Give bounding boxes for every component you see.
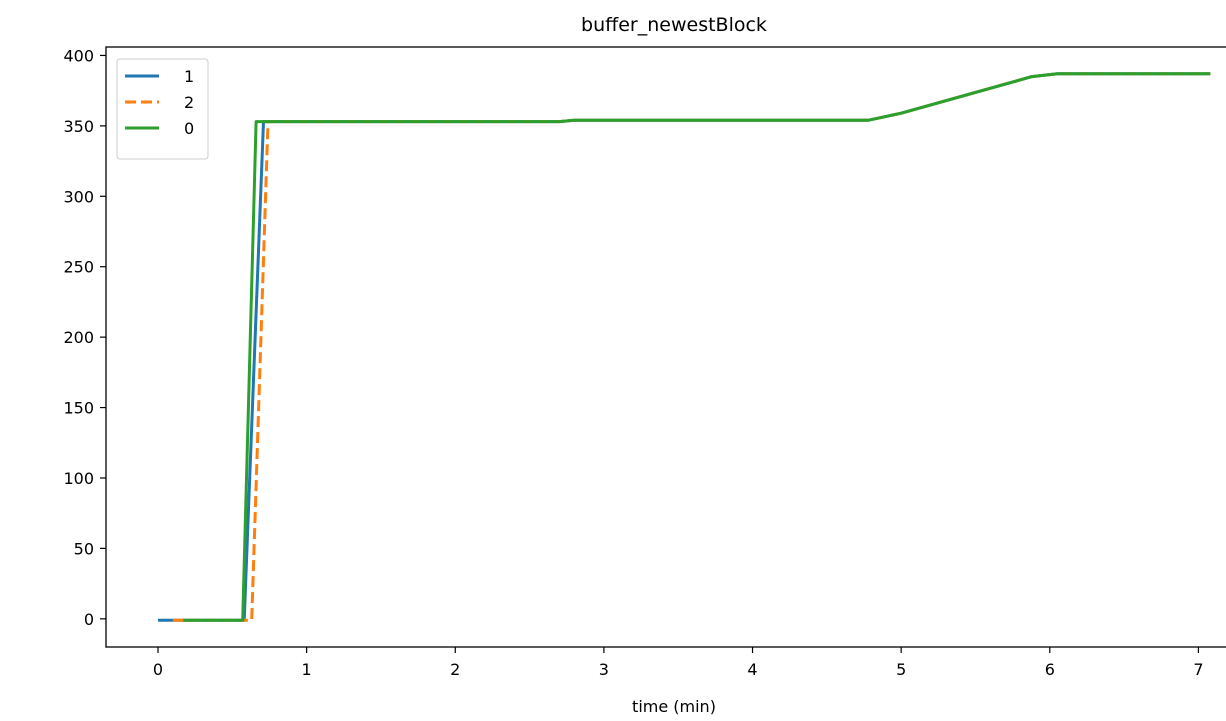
x-tick-label: 7 (1193, 660, 1203, 679)
x-tick-label: 3 (599, 660, 609, 679)
y-tick-label: 150 (63, 399, 94, 418)
axes-layer: 0 1 2 3 4 5 6 7 0 50 100 150 200 250 300 350 400 (63, 46, 1203, 679)
plot-frame (105, 46, 1226, 648)
x-tick-label: 6 (1045, 660, 1055, 679)
x-tick-label: 0 (153, 660, 163, 679)
x-tick-label: 1 (302, 660, 312, 679)
y-tick-label: 0 (84, 610, 94, 629)
y-tick-label: 50 (74, 539, 94, 558)
y-tick-label: 100 (63, 469, 94, 488)
legend-label-2: 2 (184, 93, 194, 112)
y-tick-label: 250 (63, 258, 94, 277)
y-tick-label: 350 (63, 117, 94, 136)
x-tick-label: 2 (450, 660, 460, 679)
x-tick-label: 5 (896, 660, 906, 679)
chart-title: buffer_newestBlock (581, 14, 767, 36)
legend-label-0: 0 (184, 119, 194, 138)
x-tick-label: 4 (747, 660, 757, 679)
legend-frame (116, 58, 209, 160)
legend: 1 2 0 (116, 58, 209, 160)
y-tick-label: 300 (63, 187, 94, 206)
y-tick-label: 200 (63, 328, 94, 347)
series-line-0 (183, 72, 1211, 622)
legend-label-1: 1 (184, 67, 194, 86)
x-axis-label: time (min) (632, 697, 716, 716)
y-tick-label: 400 (63, 46, 94, 65)
series-layer (158, 72, 1211, 622)
